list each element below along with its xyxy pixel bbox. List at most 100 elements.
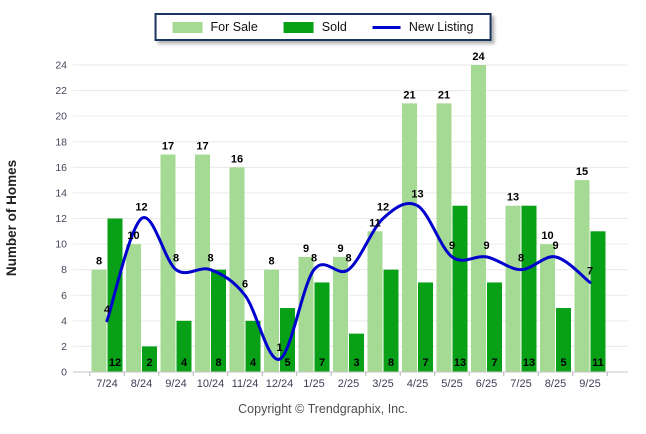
new-listing-value-label: 8 [207,253,213,265]
new-listing-value-label: 9 [483,240,489,252]
for-sale-value-label: 11 [369,217,381,229]
bar-for-sale [298,256,314,372]
y-tick-label: 18 [55,136,67,148]
y-tick-label: 6 [61,290,67,302]
copyright-text: Copyright © Trendgraphix, Inc. [238,402,408,416]
y-tick-label: 20 [55,111,67,123]
bar-for-sale [505,205,521,372]
bar-sold [521,205,537,372]
bar-sold [452,205,468,372]
x-tick-label: 9/25 [579,378,600,390]
bar-sold [349,333,364,372]
for-sale-value-label: 13 [507,192,519,204]
bar-for-sale [160,154,176,372]
new-listing-line [105,202,592,361]
bar-for-sale [333,256,348,372]
sold-value-label: 8 [388,357,394,369]
legend-item-for-sale: For Sale [172,20,258,34]
y-tick-label: 14 [55,187,67,199]
for-sale-value-label: 24 [472,51,485,63]
x-tick-label: 4/25 [407,378,428,390]
for-sale-value-label: 10 [127,230,139,242]
x-tick-label: 10/24 [197,378,225,390]
bar-for-sale [264,269,279,372]
sold-value-label: 7 [422,357,428,369]
for-sale-value-label: 10 [541,230,553,242]
new-listing-value-label: 9 [449,240,455,252]
legend-label-new-listing: New Listing [408,20,474,34]
x-tick-label: 11/24 [232,378,259,390]
x-tick-label: 2/25 [338,378,359,390]
bar-for-sale [195,154,210,372]
x-tick-label: 12/24 [266,378,294,390]
y-tick-label: 0 [61,367,67,379]
new-listing-value-label: 8 [518,253,524,265]
sold-swatch-icon [283,21,314,33]
x-tick-label: 5/25 [441,378,462,390]
for-sale-value-label: 17 [162,141,174,153]
x-tick-label: 6/25 [476,378,497,390]
bar-sold [176,320,192,372]
sold-value-label: 11 [592,357,604,369]
bar-for-sale [126,244,141,372]
sold-value-label: 4 [181,357,188,369]
sold-value-label: 2 [146,357,152,369]
legend-item-new-listing: New Listing [372,20,474,34]
bar-sold [211,269,226,372]
x-tick-label: 8/24 [131,378,152,390]
for-sale-value-label: 9 [303,243,309,255]
sold-value-label: 7 [491,357,497,369]
for-sale-value-label: 17 [196,141,208,153]
new-listing-value-label: 4 [104,304,111,316]
legend-label-sold: Sold [321,20,347,34]
y-tick-label: 4 [61,315,67,327]
bar-sold [314,282,330,372]
new-listing-value-label: 7 [587,265,593,277]
sold-value-label: 12 [109,357,121,369]
y-tick-label: 2 [61,341,67,353]
new-listing-value-label: 12 [377,202,389,214]
bar-sold [487,282,502,372]
x-tick-label: 8/25 [545,378,566,390]
for-sale-value-label: 21 [403,89,415,101]
value-labels: 8121021741781648597931182172113247131310… [96,51,604,369]
for-sale-swatch-icon [172,21,203,33]
new-listing-value-label: 8 [173,253,179,265]
for-sale-value-label: 15 [576,166,588,178]
y-tick-label: 12 [55,213,67,225]
sold-value-label: 7 [319,357,325,369]
bar-sold [590,231,606,372]
bar-sold [418,282,433,372]
sold-value-label: 5 [560,357,566,369]
for-sale-value-label: 9 [337,243,343,255]
sold-value-label: 13 [454,357,466,369]
bar-for-sale [540,244,555,372]
for-sale-value-label: 8 [268,256,274,268]
y-tick-label: 24 [55,60,67,72]
new-listing-value-label: 8 [345,253,351,265]
x-tick-label: 7/25 [510,378,531,390]
legend: For Sale Sold New Listing [154,13,492,41]
new-listing-value-label: 8 [311,253,317,265]
for-sale-value-label: 21 [438,89,450,101]
new-listing-value-label: 1 [276,342,282,354]
for-sale-value-label: 8 [96,256,102,268]
x-tick-label: 3/25 [372,378,393,390]
sold-value-label: 5 [284,357,290,369]
new-listing-value-label: 6 [242,278,248,290]
x-tick-label: 9/24 [165,378,186,390]
sold-value-label: 8 [215,357,221,369]
bar-for-sale [471,65,486,372]
new-listing-value-label: 13 [411,189,423,201]
bar-sold [383,269,399,372]
bar-for-sale [367,231,383,372]
new-listing-series [105,202,592,361]
y-tick-label: 16 [55,162,67,174]
sold-value-label: 3 [353,357,359,369]
y-tick-label: 8 [61,264,67,276]
sold-value-label: 13 [523,357,535,369]
x-tick-label: 7/24 [96,378,117,390]
